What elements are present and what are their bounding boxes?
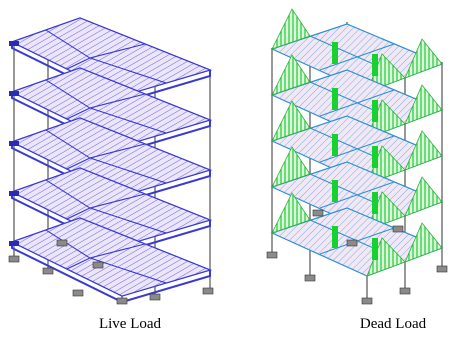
page: Live Load Dead Load (() => { const data … (0, 0, 454, 341)
figure: Live Load Dead Load (0, 0, 454, 341)
floor-slab (9, 218, 210, 302)
caption-dead-load: Dead Load (360, 316, 427, 332)
live-load-frame (9, 18, 213, 304)
caption-live-load: Live Load (99, 316, 162, 332)
dead-load-frame (267, 9, 447, 304)
